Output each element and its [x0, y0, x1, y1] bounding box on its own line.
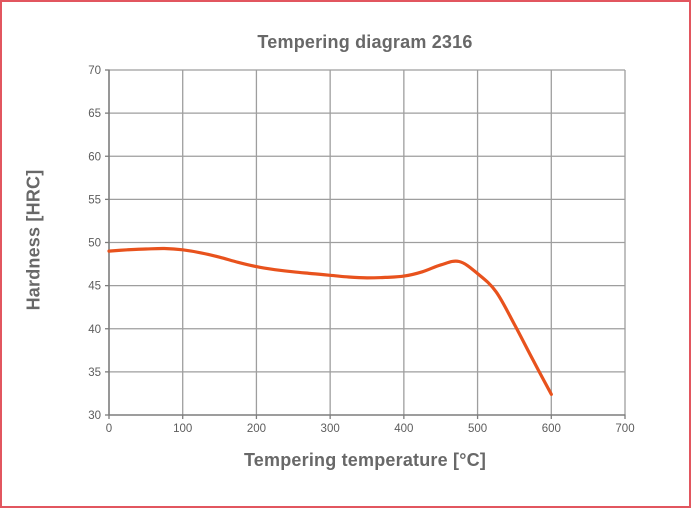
- x-tick-label: 100: [173, 423, 192, 435]
- y-tick-label: 40: [88, 324, 101, 336]
- hardness-curve: [107, 246, 553, 396]
- x-tick-label: 300: [321, 423, 340, 435]
- y-tick-label: 30: [88, 410, 101, 422]
- x-tick-label: 500: [468, 423, 487, 435]
- y-tick-label: 35: [88, 367, 101, 379]
- x-tick-label: 400: [394, 423, 413, 435]
- y-tick-label: 65: [88, 108, 101, 120]
- y-tick-label: 60: [88, 151, 101, 163]
- y-tick-label: 45: [88, 281, 101, 293]
- y-tick-label: 50: [88, 238, 101, 250]
- y-tick-label: 70: [88, 65, 101, 77]
- chart-title: Tempering diagram 2316: [257, 32, 473, 52]
- x-tick-label: 600: [542, 423, 561, 435]
- x-tick-label: 700: [615, 423, 634, 435]
- x-tick-label: 0: [106, 423, 112, 435]
- x-axis-label: Tempering temperature [°C]: [243, 450, 487, 470]
- y-tick-label: 55: [88, 194, 101, 206]
- x-tick-label: 200: [247, 423, 266, 435]
